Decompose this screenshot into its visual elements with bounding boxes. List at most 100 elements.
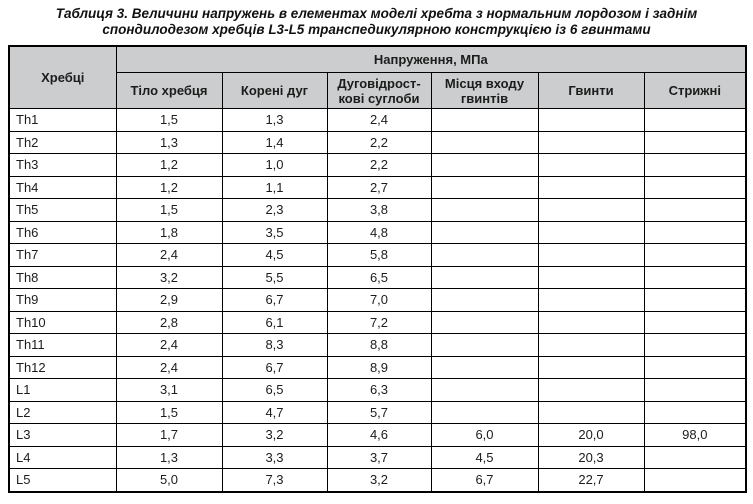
table-caption-line1: Таблиця 3. Величини напружень в елемента… <box>55 6 698 21</box>
stress-value-cell: 20,3 <box>537 445 645 469</box>
stress-value-cell: 3,2 <box>115 265 223 289</box>
stress-value-cell: 1,8 <box>115 220 223 244</box>
stress-value-cell <box>537 220 645 244</box>
stress-value-cell <box>537 333 645 357</box>
vertebra-label: Th5 <box>8 198 117 222</box>
stress-value-cell: 2,8 <box>115 310 223 334</box>
stress-value-cell: 1,5 <box>115 108 223 132</box>
stress-value-cell <box>430 378 539 402</box>
corner-header-vertebrae: Хребці <box>8 45 117 109</box>
stress-value-cell <box>537 108 645 132</box>
stress-value-cell: 98,0 <box>643 423 747 447</box>
stress-value-cell <box>430 108 539 132</box>
stress-value-cell: 3,7 <box>326 445 432 469</box>
stress-value-cell <box>537 153 645 177</box>
vertebra-label: Th12 <box>8 355 117 379</box>
table-row: Th9 2,9 6,7 7,0 <box>8 288 747 312</box>
group-header-stress-mpa: Напруження, МПа <box>115 45 747 73</box>
stress-value-cell <box>643 265 747 289</box>
stress-value-cell: 6,7 <box>221 355 328 379</box>
stress-value-cell: 5,0 <box>115 468 223 492</box>
table-caption-line2: спондилодезом хребців L3-L5 транспедикул… <box>102 22 651 37</box>
vertebra-label: L5 <box>8 468 117 492</box>
stress-value-cell: 7,0 <box>326 288 432 312</box>
stress-value-cell: 1,3 <box>221 108 328 132</box>
stress-value-cell: 2,9 <box>115 288 223 312</box>
stress-value-cell: 2,2 <box>326 153 432 177</box>
subheader-facet-joints: Дуговідрост- кові суглоби <box>326 72 432 109</box>
stress-value-cell: 2,4 <box>115 355 223 379</box>
subheader-screw-entry: Місця входу гвинтів <box>430 72 539 109</box>
stress-value-cell <box>537 130 645 154</box>
stress-value-cell: 2,7 <box>326 175 432 199</box>
stress-value-cell <box>643 400 747 424</box>
stress-value-cell: 6,7 <box>430 468 539 492</box>
stress-value-cell: 4,8 <box>326 220 432 244</box>
stress-value-cell <box>537 400 645 424</box>
stress-value-cell <box>643 288 747 312</box>
stress-value-cell <box>643 468 747 492</box>
stress-value-cell: 1,3 <box>115 130 223 154</box>
stress-value-cell: 3,8 <box>326 198 432 222</box>
header-row-sub: Тіло хребця Корені дуг Дуговідрост- кові… <box>9 72 747 109</box>
stress-value-cell: 6,5 <box>326 265 432 289</box>
stress-value-cell: 5,7 <box>326 400 432 424</box>
table-row: Th12 2,4 6,7 8,9 <box>8 355 747 379</box>
stress-value-cell <box>643 220 747 244</box>
stress-value-cell <box>643 198 747 222</box>
stress-value-cell <box>430 198 539 222</box>
vertebra-label: Th10 <box>8 310 117 334</box>
stress-value-cell: 4,5 <box>430 445 539 469</box>
stress-value-cell: 6,0 <box>430 423 539 447</box>
stress-value-cell: 6,7 <box>221 288 328 312</box>
vertebra-label: Th11 <box>8 333 117 357</box>
stress-value-cell: 1,7 <box>115 423 223 447</box>
stress-value-cell <box>430 310 539 334</box>
stress-value-cell: 3,2 <box>326 468 432 492</box>
stress-value-cell: 1,5 <box>115 400 223 424</box>
stress-value-cell: 1,0 <box>221 153 328 177</box>
stress-value-cell: 1,2 <box>115 153 223 177</box>
stress-value-cell: 22,7 <box>537 468 645 492</box>
subheader-vertebral-body: Тіло хребця <box>115 72 223 109</box>
stress-value-cell: 20,0 <box>537 423 645 447</box>
stress-value-cell: 4,6 <box>326 423 432 447</box>
vertebra-label: Th2 <box>8 130 117 154</box>
stress-value-cell: 2,4 <box>115 333 223 357</box>
stress-value-cell: 2,2 <box>326 130 432 154</box>
stress-value-cell: 8,3 <box>221 333 328 357</box>
stress-value-cell <box>430 265 539 289</box>
stress-value-cell <box>643 310 747 334</box>
stress-value-cell: 3,3 <box>221 445 328 469</box>
stress-value-cell <box>537 265 645 289</box>
stress-value-cell: 2,4 <box>115 243 223 267</box>
stress-value-cell: 8,8 <box>326 333 432 357</box>
subheader-arch-roots: Корені дуг <box>221 72 328 109</box>
stress-value-cell <box>643 243 747 267</box>
stress-value-cell <box>643 108 747 132</box>
table-row: Th4 1,2 1,1 2,7 <box>8 175 747 199</box>
stress-value-cell: 2,3 <box>221 198 328 222</box>
stress-value-cell: 1,2 <box>115 175 223 199</box>
table-header: Хребці Напруження, МПа Тіло хребця Корен… <box>8 45 747 109</box>
table-row: Th11 2,4 8,3 8,8 <box>8 333 747 357</box>
stress-value-cell: 1,1 <box>221 175 328 199</box>
stress-value-cell: 7,2 <box>326 310 432 334</box>
stress-table: Хребці Напруження, МПа Тіло хребця Корен… <box>8 45 748 493</box>
vertebra-label: Th9 <box>8 288 117 312</box>
stress-value-cell: 4,7 <box>221 400 328 424</box>
stress-value-cell <box>537 198 645 222</box>
stress-value-cell <box>430 288 539 312</box>
stress-value-cell: 2,4 <box>326 108 432 132</box>
stress-value-cell <box>537 175 645 199</box>
table-row: Th10 2,8 6,1 7,2 <box>8 310 747 334</box>
stress-value-cell <box>430 243 539 267</box>
stress-value-cell <box>643 175 747 199</box>
stress-value-cell <box>537 288 645 312</box>
stress-value-cell: 3,2 <box>221 423 328 447</box>
vertebra-label: Th8 <box>8 265 117 289</box>
stress-value-cell <box>537 243 645 267</box>
stress-value-cell: 1,3 <box>115 445 223 469</box>
table-row: L4 1,3 3,3 3,7 4,5 20,3 <box>8 445 747 469</box>
table-row: Th8 3,2 5,5 6,5 <box>8 265 747 289</box>
